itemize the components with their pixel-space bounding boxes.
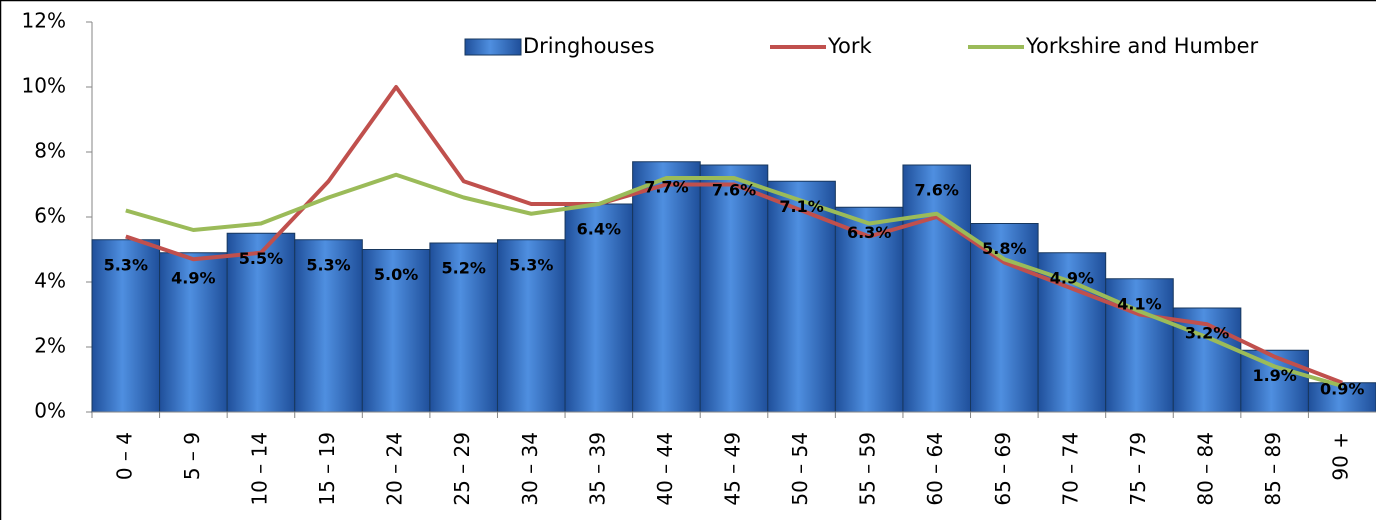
x-tick-label: 55 – 59 (856, 432, 880, 506)
x-tick-label: 10 – 14 (247, 432, 271, 506)
x-tick-label: 15 – 19 (315, 432, 339, 506)
data-label: 6.3% (847, 223, 891, 242)
x-tick-label: 90 + (1329, 432, 1353, 481)
x-tick-label: 25 – 29 (450, 432, 474, 506)
x-tick-label: 35 – 39 (585, 432, 609, 506)
data-label: 5.3% (509, 255, 553, 274)
legend-label: Yorkshire and Humber (1025, 34, 1259, 58)
y-tick-label: 4% (34, 269, 66, 293)
bar (633, 162, 701, 412)
data-label: 4.9% (1050, 268, 1094, 287)
data-label: 0.9% (1320, 380, 1364, 399)
x-tick-label: 0 – 4 (112, 432, 136, 480)
y-tick-label: 8% (34, 139, 66, 163)
x-tick-label: 75 – 79 (1126, 432, 1150, 506)
y-tick-label: 10% (22, 74, 66, 98)
legend-label: York (827, 34, 873, 58)
data-label: 5.2% (441, 259, 485, 278)
x-tick-label: 50 – 54 (788, 432, 812, 506)
x-tick-label: 85 – 89 (1261, 432, 1285, 506)
data-label: 7.7% (644, 177, 688, 196)
y-tick-label: 6% (34, 204, 66, 228)
data-label: 5.8% (982, 239, 1026, 258)
y-tick-label: 12% (22, 9, 66, 33)
bar (903, 165, 971, 412)
x-tick-label: 5 – 9 (180, 432, 204, 480)
bar (768, 181, 836, 412)
data-label: 5.0% (374, 265, 418, 284)
data-label: 5.5% (239, 249, 283, 268)
data-label: 7.6% (915, 181, 959, 200)
data-label: 5.3% (104, 255, 148, 274)
bar (700, 165, 768, 412)
data-label: 4.1% (1117, 294, 1161, 313)
x-tick-label: 20 – 24 (383, 432, 407, 506)
legend-swatch (465, 39, 521, 55)
x-tick-label: 70 – 74 (1058, 432, 1082, 506)
x-tick-label: 30 – 34 (518, 432, 542, 506)
legend-label: Dringhouses (523, 34, 655, 58)
data-label: 6.4% (577, 220, 621, 239)
x-tick-label: 65 – 69 (991, 432, 1015, 506)
data-label: 7.6% (712, 181, 756, 200)
data-label: 3.2% (1185, 324, 1229, 343)
y-tick-label: 0% (34, 399, 66, 423)
x-tick-label: 40 – 44 (653, 432, 677, 506)
x-tick-label: 80 – 84 (1194, 432, 1218, 506)
data-label: 1.9% (1252, 366, 1296, 385)
data-label: 5.3% (306, 255, 350, 274)
data-label: 7.1% (779, 197, 823, 216)
x-tick-label: 60 – 64 (923, 432, 947, 506)
data-label: 4.9% (171, 268, 215, 287)
x-tick-label: 45 – 49 (721, 432, 745, 506)
y-tick-label: 2% (34, 334, 66, 358)
